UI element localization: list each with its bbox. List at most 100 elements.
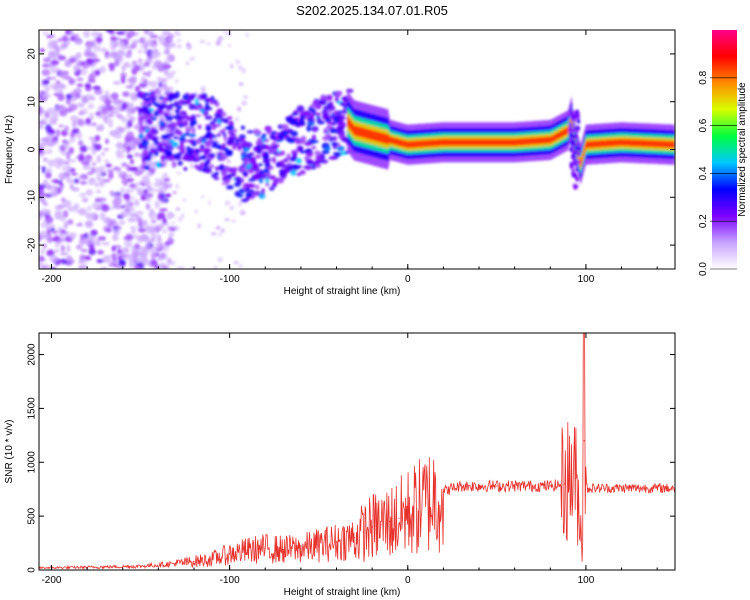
noise-blob: [137, 217, 143, 225]
noise-blob: [103, 98, 112, 105]
snr-xlabel: Height of straight line (km): [284, 587, 401, 598]
noise-blob: [81, 61, 86, 65]
band-blob: [331, 141, 339, 146]
noise-blob: [224, 200, 231, 206]
band-blob: [306, 151, 314, 158]
noise-blob: [76, 83, 84, 88]
noise-blob: [240, 209, 245, 214]
noise-blob: [142, 40, 149, 49]
band-blob: [301, 110, 310, 116]
band-blob: [185, 126, 192, 133]
noise-blob: [42, 31, 49, 36]
noise-blob: [159, 242, 164, 249]
noise-blob: [137, 49, 143, 54]
band-blob: [243, 161, 249, 167]
band-blob: [211, 172, 217, 178]
noise-blob: [66, 244, 71, 253]
snr-ytick-label: 2000: [27, 343, 38, 366]
spectrogram-xtick-label: 100: [578, 274, 595, 285]
noise-blob: [86, 44, 92, 48]
spike-blob: [572, 149, 576, 155]
band-blob: [236, 177, 241, 184]
noise-blob: [47, 159, 56, 167]
noise-blob: [180, 266, 185, 269]
band-blob: [222, 165, 231, 172]
noise-blob: [189, 56, 196, 61]
band-blob: [195, 114, 202, 118]
spike-blob: [569, 109, 574, 114]
spike-blob: [571, 146, 575, 151]
noise-blob: [47, 142, 55, 147]
noise-blob: [200, 86, 206, 91]
band-blob: [208, 134, 214, 140]
noise-blob: [108, 123, 114, 128]
noise-blob: [143, 79, 148, 83]
noise-blob: [145, 243, 149, 247]
snr-point: [193, 560, 195, 562]
noise-blob: [40, 221, 49, 229]
ridge-band: [347, 112, 675, 169]
noise-blob: [146, 73, 151, 78]
noise-blob: [129, 140, 136, 149]
noise-blob: [91, 202, 99, 210]
band-blob: [254, 147, 260, 152]
band-blob: [300, 150, 306, 154]
noise-blob: [134, 243, 140, 250]
noise-blob: [171, 260, 176, 266]
snr-point: [335, 541, 338, 543]
noise-blob: [238, 264, 244, 268]
noise-blob: [51, 76, 56, 80]
noise-blob: [241, 67, 246, 74]
noise-blob: [124, 107, 132, 113]
band-blob: [197, 124, 202, 130]
noise-blob: [79, 192, 87, 198]
band-blob: [215, 143, 222, 150]
colorbar: 0.0 0.2 0.4 0.6 0.8 Normalized spectral ampli…: [698, 30, 748, 276]
band-blob: [263, 159, 271, 163]
noise-blob: [126, 119, 133, 128]
band-blob: [290, 169, 297, 176]
band-blob: [227, 124, 234, 131]
noise-blob: [162, 62, 169, 70]
noise-blob: [115, 30, 125, 35]
noise-blob: [64, 107, 73, 113]
spectrogram-xlabel: Height of straight line (km): [284, 286, 401, 297]
snr-point: [282, 548, 284, 551]
noise-blob: [147, 168, 156, 172]
noise-blob: [85, 117, 92, 125]
band-blob: [299, 169, 306, 175]
noise-blob: [40, 197, 46, 203]
noise-blob: [97, 236, 107, 241]
noise-blob: [81, 95, 90, 103]
band-blob: [204, 168, 213, 174]
band-blob: [199, 108, 205, 113]
noise-blob: [212, 137, 219, 142]
band-blob: [251, 162, 259, 170]
noise-blob: [215, 39, 222, 46]
noise-blob: [99, 47, 108, 53]
noise-blob: [40, 248, 45, 255]
noise-blob: [158, 35, 165, 43]
noise-blob: [145, 171, 151, 178]
noise-blob: [96, 189, 102, 194]
noise-blob: [161, 229, 168, 234]
noise-blob: [88, 177, 96, 181]
noise-blob: [241, 100, 248, 106]
band-blob: [328, 105, 336, 111]
band-blob: [204, 140, 212, 148]
spike-blob: [571, 127, 575, 133]
band-blob: [221, 170, 227, 177]
noise-blob: [93, 45, 101, 52]
noise-blob: [119, 187, 125, 194]
noise-blob: [45, 167, 53, 173]
spike-blob: [577, 151, 581, 157]
noise-blob: [139, 83, 148, 87]
noise-blob: [78, 176, 85, 180]
spectrogram-ytick-label: 20: [27, 48, 38, 60]
noise-blob: [150, 252, 157, 260]
band-blob: [326, 121, 335, 126]
noise-blob: [131, 60, 138, 66]
band-blob: [315, 99, 320, 106]
noise-blob: [68, 78, 76, 85]
